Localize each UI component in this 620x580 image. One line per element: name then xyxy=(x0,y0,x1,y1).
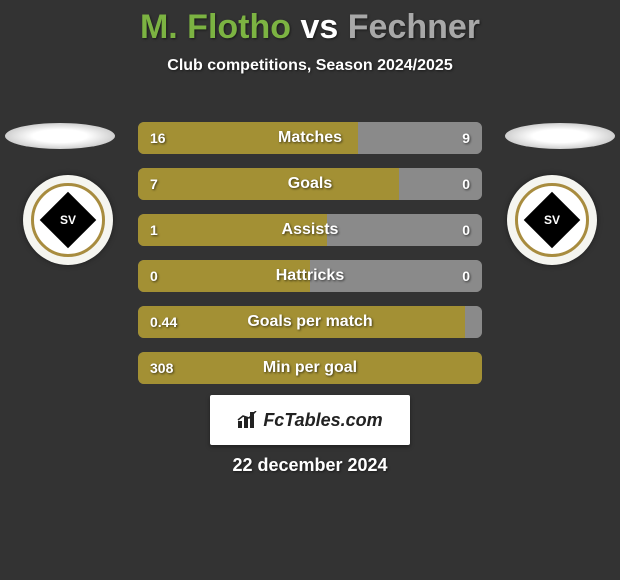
stat-value-left: 1 xyxy=(150,214,158,246)
decor-ellipse-left xyxy=(5,123,115,149)
stat-row: Assists1 0 xyxy=(138,214,482,246)
stat-label: Goals per match xyxy=(138,306,482,338)
club-logo-right: SV xyxy=(507,175,597,265)
club-logo-right-ring: SV xyxy=(515,183,589,257)
stat-label: Min per goal xyxy=(138,352,482,384)
subtitle: Club competitions, Season 2024/2025 xyxy=(0,57,620,75)
club-logo-right-text: SV xyxy=(544,213,560,227)
decor-ellipse-right xyxy=(505,123,615,149)
stat-value-left: 308 xyxy=(150,352,173,384)
stat-row: Goals7 0 xyxy=(138,168,482,200)
club-logo-left: SV xyxy=(23,175,113,265)
stat-label: Matches xyxy=(138,122,482,154)
stat-row: Min per goal308 xyxy=(138,352,482,384)
stat-row: Hattricks0 0 xyxy=(138,260,482,292)
stat-value-left: 0.44 xyxy=(150,306,177,338)
stat-label: Hattricks xyxy=(138,260,482,292)
club-logo-left-ring: SV xyxy=(31,183,105,257)
stat-value-right: 9 xyxy=(462,122,470,154)
club-logo-right-diamond: SV xyxy=(524,192,581,249)
stat-bars: Matches169Goals70Assists10Hattricks00Goa… xyxy=(138,122,482,398)
stat-value-left: 0 xyxy=(150,260,158,292)
brand-text: FcTables.com xyxy=(263,410,382,431)
player1-name: M. Flotho xyxy=(140,8,291,46)
stat-row: Goals per match0.44 xyxy=(138,306,482,338)
brand-chart-icon xyxy=(237,411,259,429)
club-logo-left-diamond: SV xyxy=(40,192,97,249)
stat-value-left: 16 xyxy=(150,122,166,154)
stat-value-right: 0 xyxy=(462,260,470,292)
stat-value-right: 0 xyxy=(462,168,470,200)
stat-label: Assists xyxy=(138,214,482,246)
player2-name: Fechner xyxy=(348,8,480,46)
stat-value-left: 7 xyxy=(150,168,158,200)
brand-badge: FcTables.com xyxy=(210,395,410,445)
vs-text: vs xyxy=(300,8,338,46)
date-text: 22 december 2024 xyxy=(0,455,620,476)
club-logo-left-text: SV xyxy=(60,213,76,227)
stat-row: Matches16 9 xyxy=(138,122,482,154)
stat-value-right: 0 xyxy=(462,214,470,246)
stat-label: Goals xyxy=(138,168,482,200)
comparison-title: M. Flotho vs Fechner xyxy=(0,0,620,47)
